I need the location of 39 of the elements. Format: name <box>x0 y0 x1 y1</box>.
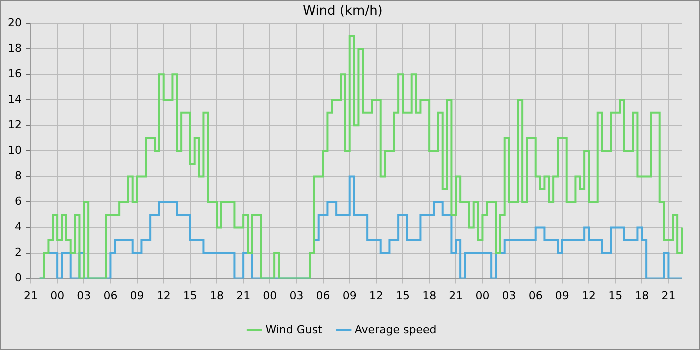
y-tick-label: 10 <box>8 144 22 158</box>
x-tick-label: 12 <box>369 289 384 302</box>
chart-title: Wind (km/h) <box>303 4 383 20</box>
y-tick-label: 12 <box>8 118 22 132</box>
y-tick-label: 14 <box>8 93 22 106</box>
legend-label: Wind Gust <box>266 323 324 336</box>
x-tick-label: 03 <box>502 289 516 302</box>
x-tick-label: 03 <box>77 289 92 302</box>
x-tick-label: 12 <box>156 289 171 302</box>
x-tick-label: 03 <box>290 289 304 302</box>
y-tick-label: 2 <box>14 246 22 260</box>
x-tick-label: 12 <box>582 289 596 302</box>
y-tick-label: 16 <box>8 68 22 80</box>
x-tick-label: 09 <box>342 289 357 302</box>
x-tick-label: 21 <box>24 289 38 302</box>
x-tick-label: 15 <box>608 289 623 302</box>
x-tick-label: 00 <box>50 289 65 302</box>
x-tick-label: 15 <box>183 289 198 302</box>
x-tick-label: 06 <box>316 289 330 302</box>
x-tick-label: 15 <box>396 289 410 302</box>
x-tick-label: 18 <box>210 289 224 302</box>
x-tick-label: 09 <box>130 289 144 302</box>
x-tick-label: 09 <box>555 289 570 302</box>
x-tick-label: 18 <box>422 289 437 302</box>
x-tick-label: 06 <box>104 289 118 302</box>
x-tick-label: 06 <box>528 289 543 302</box>
x-tick-label: 00 <box>263 289 278 302</box>
x-tick-label: 00 <box>476 289 490 302</box>
y-tick-label: 20 <box>8 16 22 30</box>
x-tick-label: 21 <box>236 289 251 302</box>
legend-label: Average speed <box>354 323 437 336</box>
x-tick-label: 18 <box>635 289 650 302</box>
y-tick-label: 8 <box>14 170 22 183</box>
y-tick-label: 4 <box>14 220 22 234</box>
y-tick-label: 6 <box>14 195 22 208</box>
x-tick-label: 21 <box>449 289 464 302</box>
y-tick-label: 0 <box>14 272 22 285</box>
x-tick-label: 21 <box>662 289 676 302</box>
y-tick-label: 18 <box>8 42 22 55</box>
